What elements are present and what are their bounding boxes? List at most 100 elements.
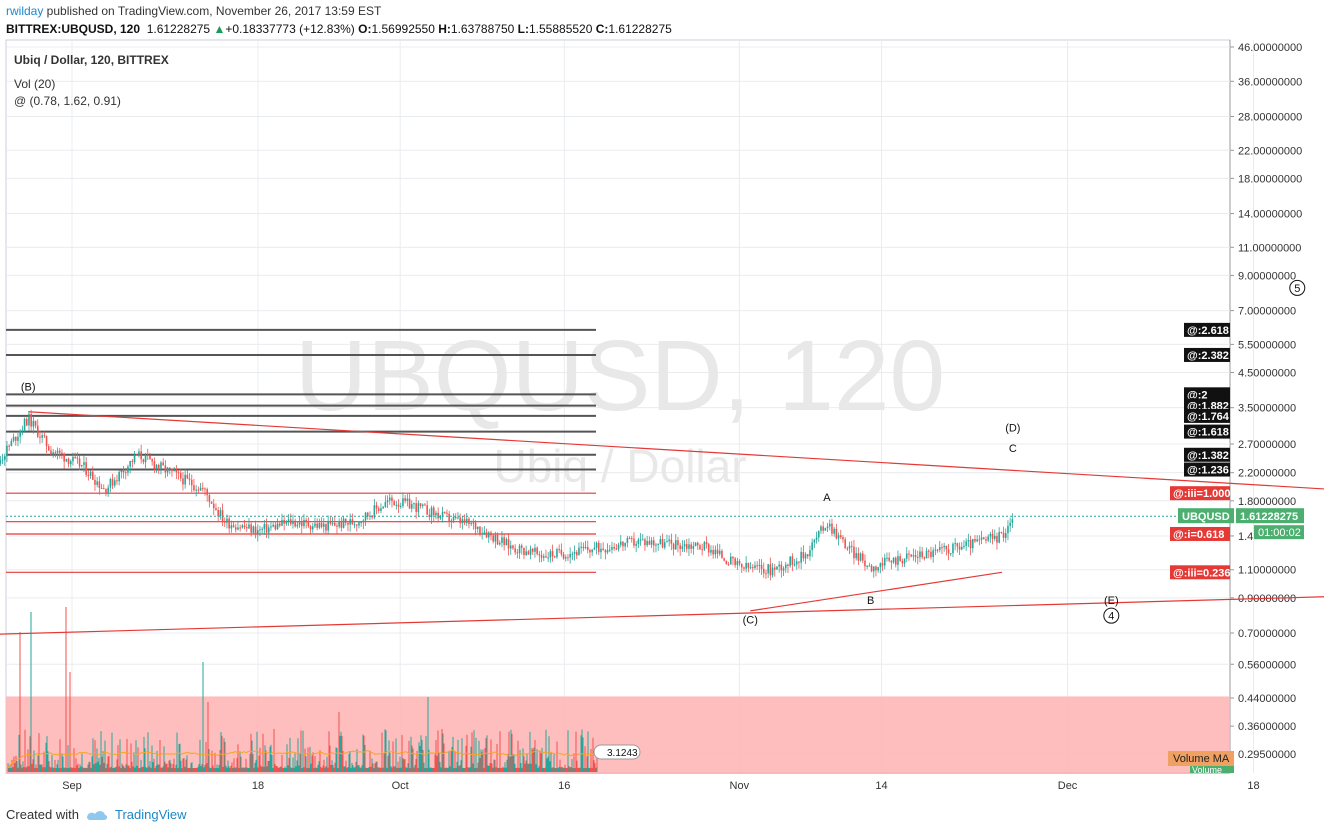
x-tick-label: 16: [558, 780, 570, 792]
y-tick-label: 3.50000000: [1238, 403, 1296, 415]
candle-body: [886, 557, 888, 559]
candle-body: [604, 550, 607, 553]
red-level-label: @:i=0.618: [1173, 529, 1224, 541]
candle-body: [349, 519, 351, 525]
candle-body: [635, 543, 637, 546]
candle-body: [281, 519, 283, 526]
tradingview-logo-icon: [86, 810, 108, 820]
watermark-name: Ubiq / Dollar: [493, 440, 746, 492]
candle-body: [78, 458, 81, 467]
high-value: 1.63788750: [450, 22, 515, 36]
candle-body: [413, 503, 415, 505]
candle-body: [740, 563, 743, 568]
candle-body: [474, 522, 477, 529]
candle-body: [978, 539, 981, 541]
candle-body: [787, 564, 789, 566]
candle-body: [545, 556, 547, 558]
last-price-value: 1.61228275: [1240, 511, 1298, 523]
candle-body: [494, 534, 497, 542]
x-tick-label: Sep: [62, 780, 82, 792]
candle-body: [549, 551, 552, 558]
candle-body: [274, 524, 277, 530]
candle-body: [553, 556, 556, 558]
candle-body: [133, 454, 136, 463]
candle-body: [674, 540, 677, 550]
price-chart[interactable]: Sep18Oct16Nov14Dec18201846.0000000036.00…: [0, 0, 1324, 800]
candle-body: [461, 519, 464, 524]
candle-body: [424, 504, 426, 506]
candle-body: [23, 418, 26, 431]
candle-body: [593, 547, 596, 550]
candle-body: [91, 471, 94, 480]
symbol-price-label: UBQUSD: [1182, 511, 1230, 523]
candle-body: [507, 539, 510, 549]
candle-body: [144, 454, 147, 463]
wave-label: B: [867, 595, 874, 607]
countdown-box: [1254, 525, 1304, 540]
candle-body: [619, 541, 622, 545]
candle-body: [718, 550, 721, 554]
candle-body: [164, 465, 167, 473]
candle-body: [98, 481, 101, 488]
candle-body: [910, 554, 912, 557]
candle-body: [531, 548, 534, 552]
candle-body: [527, 551, 530, 555]
candle-body: [833, 528, 835, 534]
candle-body: [842, 537, 844, 540]
candle-body: [542, 556, 545, 558]
candle-body: [54, 452, 57, 454]
candle-body: [835, 528, 838, 539]
publish-info: rwilday published on TradingView.com, No…: [6, 4, 381, 18]
candle-body: [250, 524, 252, 533]
y-tick-label: 0.44000000: [1238, 693, 1296, 705]
candle-body: [996, 535, 998, 543]
candle-body: [562, 554, 565, 559]
candle-body: [289, 519, 292, 525]
candle-body: [644, 539, 646, 546]
candle-body: [567, 557, 569, 559]
candle-body: [672, 543, 675, 550]
candle-body: [883, 557, 886, 566]
candle-body: [503, 537, 505, 546]
candle-body: [105, 488, 107, 494]
candle-body: [734, 558, 736, 566]
candle-body: [736, 561, 739, 566]
candle-body: [239, 527, 241, 529]
candle-body: [259, 529, 261, 531]
candle-body: [690, 544, 692, 549]
y-tick-label: 5.50000000: [1238, 339, 1296, 351]
candle-body: [276, 523, 279, 530]
candle-body: [168, 467, 171, 469]
candle-body: [608, 549, 611, 551]
fib-level-label: @:2.382: [1184, 347, 1230, 362]
candle-body: [784, 564, 787, 569]
candle-body: [204, 488, 206, 490]
candle-body: [107, 487, 109, 494]
candle-body: [485, 532, 488, 538]
candle-body: [182, 478, 184, 485]
candle-body: [580, 546, 582, 548]
candle-body: [162, 462, 164, 466]
tradingview-link[interactable]: TradingView: [114, 807, 187, 822]
candle-body: [327, 520, 329, 531]
candle-body: [140, 451, 142, 460]
y-tick-label: 22.00000000: [1238, 145, 1302, 157]
candle-body: [804, 554, 807, 559]
candle-body: [320, 523, 323, 527]
candle-body: [960, 546, 963, 550]
candle-body: [446, 512, 448, 514]
candle-body: [226, 518, 228, 523]
y-tick-label: 9.00000000: [1238, 270, 1296, 282]
candle-body: [360, 522, 362, 524]
candle-body: [479, 526, 481, 534]
candle-body: [344, 518, 347, 523]
candle-body: [311, 526, 314, 530]
y-tick-label: 36.00000000: [1238, 76, 1302, 88]
candle-body: [782, 568, 785, 571]
candle-body: [509, 545, 512, 549]
candle-body: [861, 553, 864, 561]
author-link[interactable]: rwilday: [6, 4, 44, 18]
created-with-text: Created with: [6, 807, 79, 822]
wave-circle: [1103, 607, 1120, 624]
candle-body: [179, 472, 182, 479]
